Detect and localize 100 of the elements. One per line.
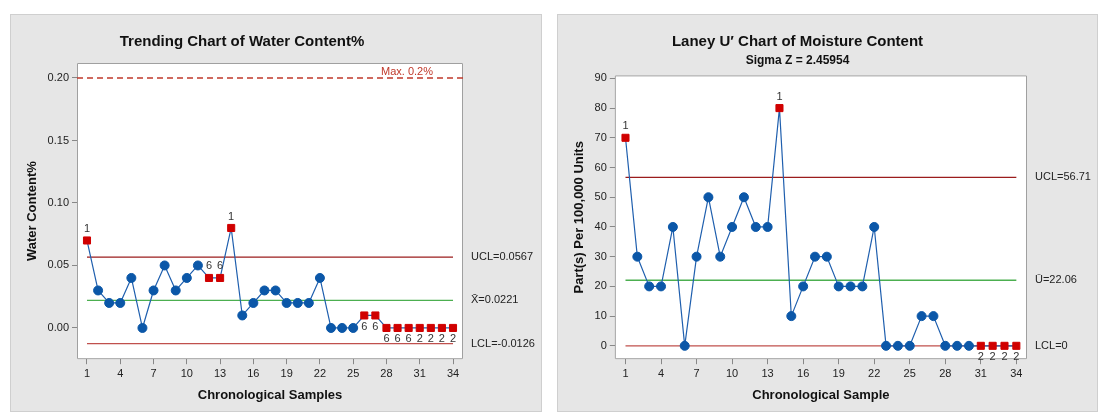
point (775, 104, 784, 113)
point (798, 281, 809, 292)
annotation: 6 (217, 259, 224, 272)
point (170, 285, 181, 296)
annotation: 6 (361, 319, 368, 332)
x-tick-label: 1 (83, 366, 91, 379)
point (632, 251, 643, 262)
ref-line-label: UCL=56.71 (1035, 170, 1091, 183)
ref-line-label: LCL=0 (1035, 338, 1068, 351)
point (360, 311, 369, 320)
point (148, 285, 159, 296)
annotation: 2 (977, 350, 984, 363)
x-tick-label: 7 (150, 366, 157, 379)
x-tick-label: 13 (213, 366, 227, 379)
point (237, 310, 248, 321)
point (833, 281, 844, 292)
point (371, 311, 380, 320)
point (916, 311, 927, 322)
point (415, 323, 424, 332)
point (963, 340, 974, 351)
y-tick-label: 60 (594, 160, 607, 173)
y-tick-label: 20 (594, 279, 607, 292)
chart-title: Laney U′ Chart of Moisture Content (671, 32, 924, 50)
x-tick-label: 19 (280, 366, 293, 379)
point (382, 323, 391, 332)
point (216, 273, 225, 282)
y-tick-label: 40 (594, 219, 607, 232)
annotation: 2 (989, 350, 996, 363)
x-tick-label: 4 (117, 366, 124, 379)
annotation: 6 (205, 259, 213, 272)
y-tick-label: 0.10 (47, 196, 70, 209)
point (869, 221, 880, 232)
point (314, 272, 325, 283)
point (691, 251, 702, 262)
point (104, 297, 115, 308)
x-tick-label: 31 (413, 366, 426, 379)
x-tick-label: 1 (622, 366, 629, 379)
x-tick-label: 34 (446, 366, 460, 379)
annotation: 1 (622, 119, 629, 132)
point (821, 251, 832, 262)
point (952, 340, 963, 351)
point (1000, 341, 1009, 350)
point (281, 297, 292, 308)
point (976, 341, 985, 350)
point (750, 221, 761, 232)
annotation: 6 (394, 332, 401, 345)
annotation: 2 (1001, 350, 1008, 363)
point (292, 297, 303, 308)
annotation: 6 (383, 332, 390, 345)
x-tick-label: 28 (939, 366, 952, 379)
x-tick-label: 10 (180, 366, 193, 379)
point (192, 260, 203, 271)
x-axis-title: Chronological Sample (752, 386, 890, 402)
annotation: 6 (405, 332, 412, 345)
x-tick-label: 34 (1010, 366, 1023, 379)
annotation: 2 (438, 332, 445, 345)
annotation: 1 (776, 89, 783, 102)
point (326, 322, 337, 333)
point (928, 311, 939, 322)
x-tick-label: 16 (797, 366, 810, 379)
point (303, 297, 314, 308)
point (126, 272, 137, 283)
point (810, 251, 820, 262)
x-tick-label: 19 (832, 366, 845, 379)
ref-line-label: Ū=22.06 (1035, 273, 1077, 286)
point (892, 340, 903, 351)
point (667, 221, 678, 232)
point (204, 273, 214, 282)
point (93, 285, 104, 296)
point (227, 223, 236, 233)
point (881, 340, 892, 351)
point (621, 133, 630, 142)
annotation: 2 (427, 332, 434, 345)
y-tick-label: 30 (594, 249, 607, 262)
point (1012, 341, 1021, 350)
point (270, 285, 281, 296)
ref-line-label: LCL=-0.0126 (471, 336, 535, 349)
y-tick-label: 90 (594, 71, 607, 84)
point (940, 340, 951, 351)
annotation: 2 (449, 332, 457, 345)
y-tick-label: 0 (600, 338, 607, 351)
annotation: 6 (372, 319, 379, 332)
chart-title: Trending Chart of Water Content% (119, 32, 365, 50)
point (679, 340, 690, 351)
point (437, 323, 446, 332)
point (337, 322, 348, 333)
point (115, 297, 126, 308)
point (137, 322, 148, 333)
chart-subtitle: Sigma Z = 2.45954 (745, 52, 850, 67)
point (393, 323, 402, 332)
x-tick-label: 25 (347, 366, 360, 379)
y-tick-label: 70 (594, 130, 607, 143)
annotation: 2 (416, 332, 423, 345)
x-tick-label: 7 (693, 366, 700, 379)
x-tick-label: 16 (247, 366, 260, 379)
y-axis-title: Part(s) Per 100,000 Units (571, 141, 587, 294)
point (159, 260, 170, 271)
point (656, 281, 667, 292)
point (988, 341, 997, 350)
y-tick-label: 10 (594, 309, 607, 322)
